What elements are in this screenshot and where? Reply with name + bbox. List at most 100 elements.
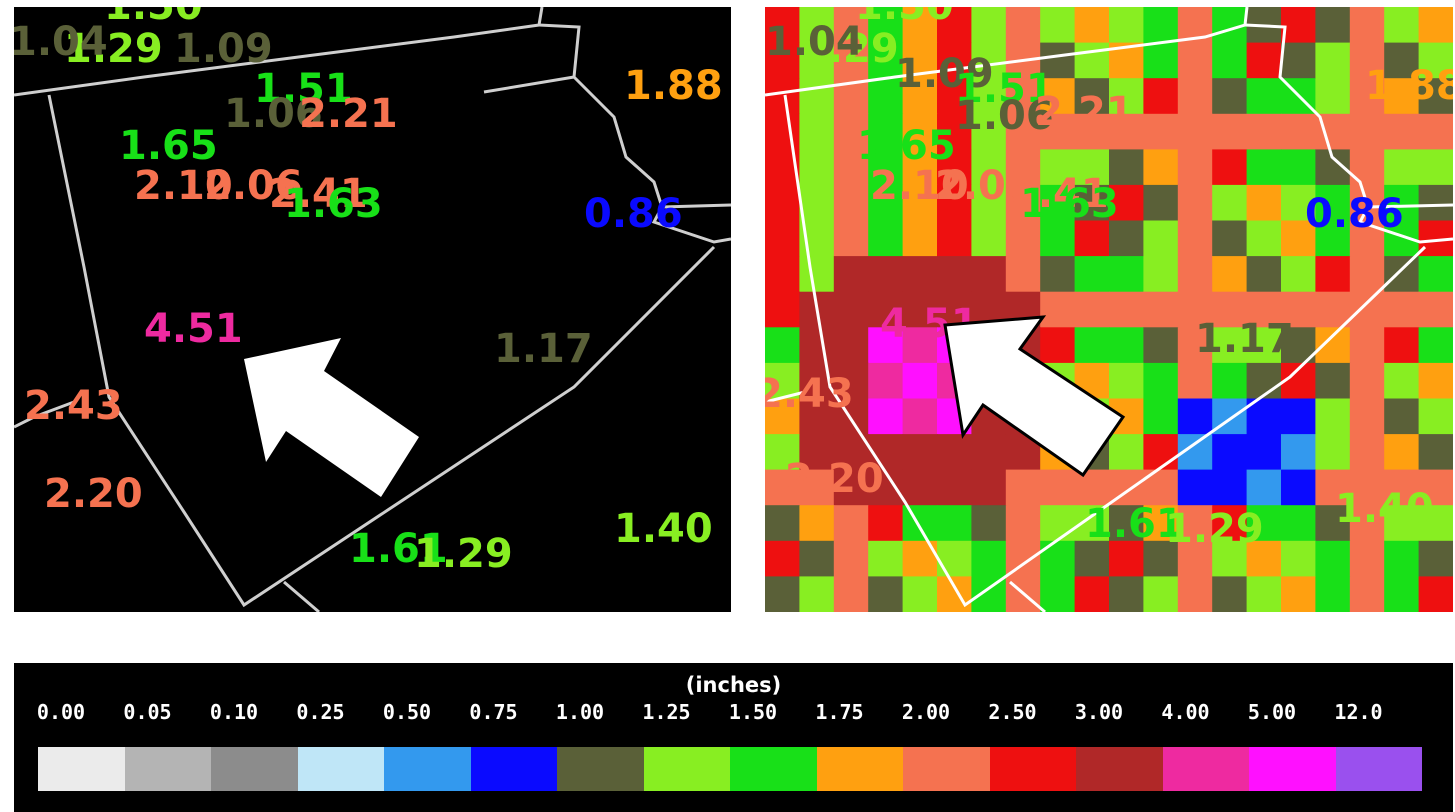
legend-swatch-4 bbox=[384, 747, 471, 791]
legend-tick-15: 12.0 bbox=[1334, 700, 1383, 724]
radar-pixel bbox=[1040, 184, 1076, 222]
radar-pixel bbox=[1143, 113, 1179, 150]
radar-pixel bbox=[1109, 256, 1144, 293]
radar-pixel bbox=[902, 362, 938, 400]
legend-tick-8: 1.50 bbox=[728, 700, 778, 724]
radar-pixel bbox=[765, 291, 800, 328]
radar-pixel bbox=[1315, 184, 1351, 222]
radar-pixel bbox=[1143, 256, 1179, 293]
radar-pixel bbox=[1281, 540, 1316, 577]
radar-pixel bbox=[833, 469, 869, 506]
radar-pixel bbox=[1315, 256, 1351, 293]
radar-pixel bbox=[1212, 149, 1248, 186]
legend-tick-13: 4.00 bbox=[1161, 700, 1210, 724]
radar-pixel bbox=[765, 42, 800, 79]
radar-pixel bbox=[1384, 42, 1420, 79]
radar-pixel bbox=[1315, 434, 1351, 471]
radar-pixel bbox=[833, 362, 869, 400]
radar-pixel bbox=[1212, 42, 1248, 79]
radar-pixel bbox=[1281, 184, 1316, 222]
radar-pixel bbox=[765, 78, 800, 115]
gauge-value-11: 2.41 bbox=[269, 171, 368, 217]
gauge-labels: 1.291.091.041.501.511.062.211.881.652.10… bbox=[14, 7, 723, 577]
radar-pixel bbox=[799, 256, 835, 293]
county-boundaries bbox=[14, 7, 731, 612]
radar-pixel bbox=[1418, 256, 1453, 293]
radar-pixel bbox=[1143, 42, 1179, 79]
radar-pixel-grid bbox=[765, 7, 1453, 612]
radar-pixel bbox=[1040, 78, 1076, 115]
county-boundary-inner bbox=[483, 75, 575, 94]
radar-pixel bbox=[765, 398, 800, 435]
county-boundary-main bbox=[47, 94, 716, 608]
radar-pixel bbox=[1315, 7, 1351, 44]
radar-pixel bbox=[765, 184, 800, 222]
legend-tick-4: 0.50 bbox=[382, 700, 432, 724]
radar-pixel bbox=[1384, 78, 1420, 115]
radar-pixel bbox=[1005, 113, 1041, 150]
radar-pixel bbox=[1349, 78, 1385, 115]
radar-pixel bbox=[1418, 184, 1453, 222]
gauge-value-1: 1.09 bbox=[174, 26, 273, 72]
radar-pixel bbox=[1246, 113, 1282, 150]
radar-pixel bbox=[1177, 184, 1213, 222]
radar-pixel bbox=[833, 7, 869, 44]
radar-pixel bbox=[833, 42, 869, 79]
radar-pixel bbox=[1212, 220, 1248, 257]
legend-tick-0: 0.00 bbox=[36, 700, 86, 724]
radar-pixel bbox=[1109, 505, 1144, 542]
radar-pixel bbox=[799, 184, 835, 222]
radar-pixel bbox=[1040, 149, 1076, 186]
gauge-value-overlay-17: 2.20 bbox=[785, 456, 884, 502]
radar-pixel bbox=[1349, 291, 1385, 328]
radar-pixel bbox=[1246, 184, 1282, 222]
radar-pixel bbox=[1040, 469, 1076, 506]
radar-pixel bbox=[902, 113, 938, 150]
radar-pixel bbox=[868, 7, 904, 44]
gauge-value-overlay-9: 2.10 bbox=[870, 163, 969, 209]
radar-pixel bbox=[1349, 113, 1385, 150]
legend-swatch-13 bbox=[1162, 747, 1249, 791]
radar-pixel bbox=[1040, 540, 1076, 577]
radar-pixel bbox=[1040, 505, 1076, 542]
radar-pixel bbox=[1418, 7, 1453, 44]
radar-pixel bbox=[1315, 362, 1351, 400]
radar-pixel bbox=[765, 362, 800, 400]
radar-pixel bbox=[1040, 113, 1076, 150]
radar-pixel bbox=[868, 256, 904, 293]
radar-pixel bbox=[833, 184, 869, 222]
radar-pixel bbox=[833, 256, 869, 293]
radar-pixel bbox=[937, 78, 972, 115]
radar-pixel bbox=[1281, 7, 1316, 44]
radar-pixel bbox=[833, 327, 869, 364]
radar-pixel bbox=[833, 576, 869, 612]
radar-pixel bbox=[833, 505, 869, 542]
gauge-value-overlay-0: 1.29 bbox=[800, 26, 899, 72]
radar-pixel bbox=[765, 256, 800, 293]
radar-pixel bbox=[1212, 469, 1248, 506]
radar-pixel bbox=[1074, 7, 1110, 44]
radar-pixel bbox=[1143, 184, 1179, 222]
legend-swatch-6 bbox=[557, 747, 644, 791]
radar-pixel bbox=[1143, 362, 1179, 400]
radar-pixel bbox=[1281, 42, 1316, 79]
radar-pixel bbox=[1349, 149, 1385, 186]
radar-pixel bbox=[1349, 362, 1385, 400]
radar-pixel bbox=[868, 113, 904, 150]
radar-pixel bbox=[1212, 576, 1248, 612]
gauge-value-18: 1.61 bbox=[349, 526, 448, 572]
radar-pixel bbox=[971, 220, 1007, 257]
radar-pixel bbox=[1349, 540, 1385, 577]
radar-pixel bbox=[1005, 505, 1041, 542]
radar-pixel bbox=[799, 42, 835, 79]
radar-pixel bbox=[1109, 184, 1144, 222]
gauge-value-overlay-8: 1.65 bbox=[857, 123, 956, 169]
radar-pixel bbox=[1281, 149, 1316, 186]
gauge-value-overlay-18: 1.61 bbox=[1085, 501, 1184, 547]
radar-pixel bbox=[1384, 113, 1420, 150]
radar-pixel bbox=[902, 469, 938, 506]
radar-pixel bbox=[1246, 256, 1282, 293]
legend-swatch-5 bbox=[470, 747, 557, 791]
radar-pixel bbox=[1349, 398, 1385, 435]
arrow-marker-right bbox=[943, 315, 1126, 478]
